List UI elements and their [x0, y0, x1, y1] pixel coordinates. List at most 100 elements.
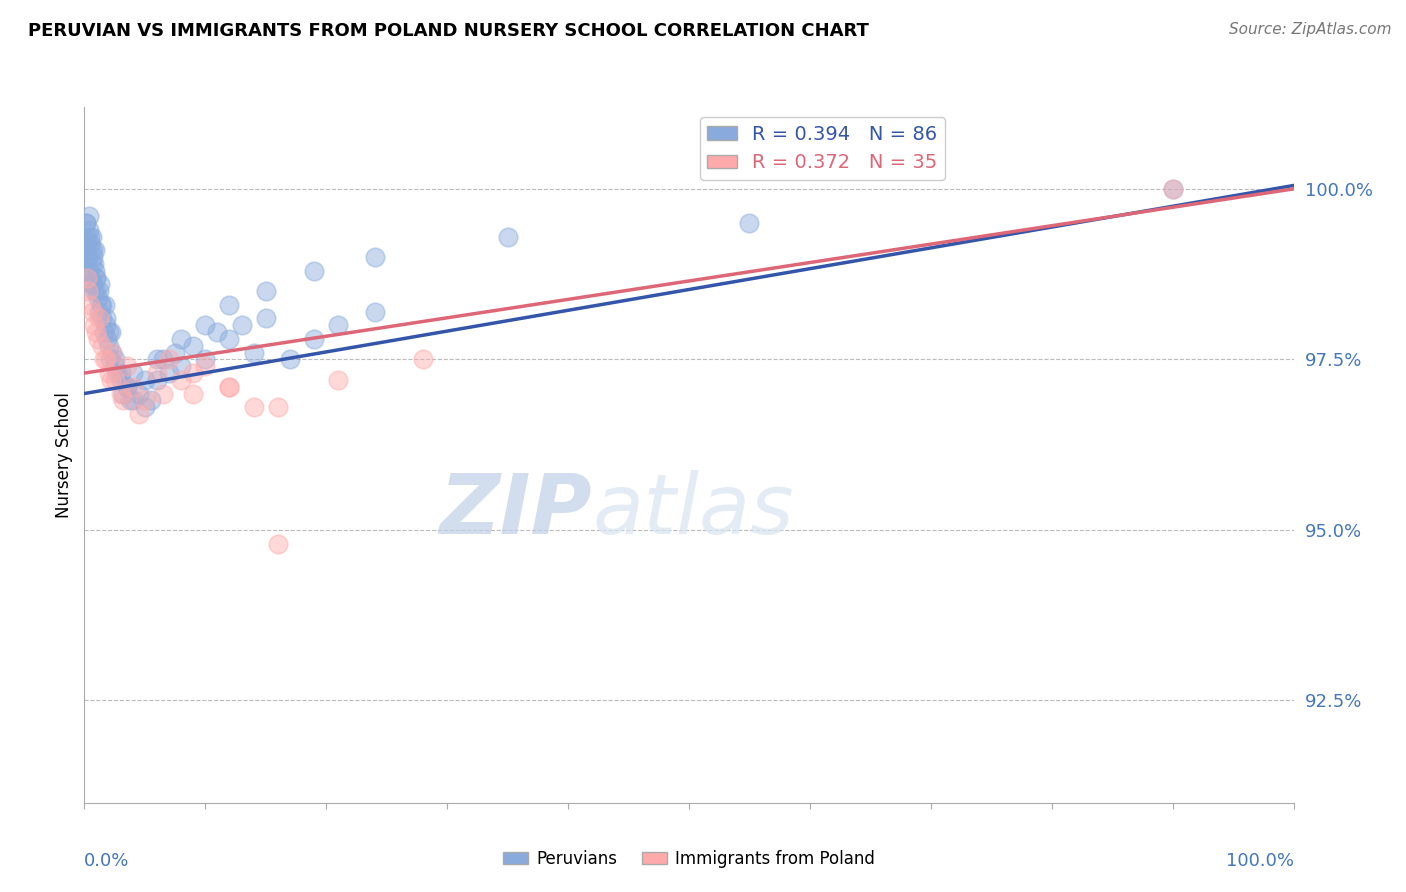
Point [76, 236, 98, 251]
Point [91, 339, 114, 353]
Point [94, 298, 117, 312]
Point [110, 386, 132, 401]
Point [302, 332, 325, 346]
Point [170, 359, 193, 374]
Point [89, 277, 111, 292]
Text: ZIP: ZIP [440, 470, 592, 551]
Point [84, 270, 107, 285]
Point [80, 277, 103, 292]
Point [194, 352, 217, 367]
Point [146, 373, 169, 387]
Point [181, 386, 204, 401]
Text: atlas: atlas [592, 470, 794, 551]
Point [87, 284, 110, 298]
Point [115, 380, 138, 394]
Point [90, 298, 112, 312]
Point [77, 250, 100, 264]
Point [75, 216, 97, 230]
Point [79, 298, 101, 312]
Point [98, 352, 121, 367]
Point [278, 352, 301, 367]
Point [267, 400, 290, 414]
Point [112, 386, 135, 401]
Point [181, 339, 204, 353]
Point [115, 359, 138, 374]
Point [165, 345, 187, 359]
Text: PERUVIAN VS IMMIGRANTS FROM POLAND NURSERY SCHOOL CORRELATION CHART: PERUVIAN VS IMMIGRANTS FROM POLAND NURSE… [28, 22, 869, 40]
Point [77, 264, 100, 278]
Point [82, 304, 104, 318]
Point [218, 380, 240, 394]
Point [128, 407, 150, 421]
Point [84, 244, 107, 258]
Point [1161, 182, 1184, 196]
Y-axis label: Nursery School: Nursery School [55, 392, 73, 518]
Point [110, 373, 132, 387]
Point [91, 311, 114, 326]
Point [86, 332, 108, 346]
Point [738, 216, 761, 230]
Point [86, 325, 108, 339]
Point [87, 304, 110, 318]
Point [83, 318, 105, 333]
Point [254, 284, 277, 298]
Point [152, 386, 174, 401]
Point [242, 400, 264, 414]
Point [93, 352, 115, 367]
Point [97, 366, 120, 380]
Point [91, 298, 114, 312]
Point [77, 284, 100, 298]
Legend: Peruvians, Immigrants from Poland: Peruvians, Immigrants from Poland [496, 844, 882, 875]
Point [152, 352, 174, 367]
Point [86, 291, 108, 305]
Point [112, 393, 135, 408]
Point [76, 229, 98, 244]
Point [82, 277, 104, 292]
Point [121, 393, 143, 408]
Point [94, 311, 117, 326]
Point [115, 380, 138, 394]
Point [87, 311, 110, 326]
Point [302, 264, 325, 278]
Point [134, 393, 156, 408]
Point [170, 332, 193, 346]
Point [82, 244, 104, 258]
Point [75, 216, 97, 230]
Point [231, 318, 253, 333]
Point [218, 380, 240, 394]
Point [207, 325, 229, 339]
Point [105, 366, 128, 380]
Point [82, 257, 104, 271]
Point [79, 270, 101, 285]
Point [97, 325, 120, 339]
Point [254, 311, 277, 326]
Point [104, 373, 127, 387]
Point [267, 536, 290, 550]
Point [328, 318, 350, 333]
Point [134, 373, 156, 387]
Point [218, 298, 240, 312]
Point [157, 366, 180, 380]
Point [77, 223, 100, 237]
Point [128, 386, 150, 401]
Point [101, 345, 124, 359]
Point [412, 352, 434, 367]
Point [83, 257, 105, 271]
Point [77, 264, 100, 278]
Point [121, 380, 143, 394]
Point [328, 373, 350, 387]
Point [181, 366, 204, 380]
Point [80, 229, 103, 244]
Legend: R = 0.394   N = 86, R = 0.372   N = 35: R = 0.394 N = 86, R = 0.372 N = 35 [700, 117, 945, 180]
Point [101, 345, 124, 359]
Point [363, 250, 385, 264]
Point [79, 236, 101, 251]
Point [242, 345, 264, 359]
Text: Source: ZipAtlas.com: Source: ZipAtlas.com [1229, 22, 1392, 37]
Point [82, 250, 104, 264]
Point [110, 366, 132, 380]
Point [139, 393, 162, 408]
Point [104, 359, 127, 374]
Text: 0.0%: 0.0% [84, 852, 129, 870]
Point [86, 270, 108, 285]
